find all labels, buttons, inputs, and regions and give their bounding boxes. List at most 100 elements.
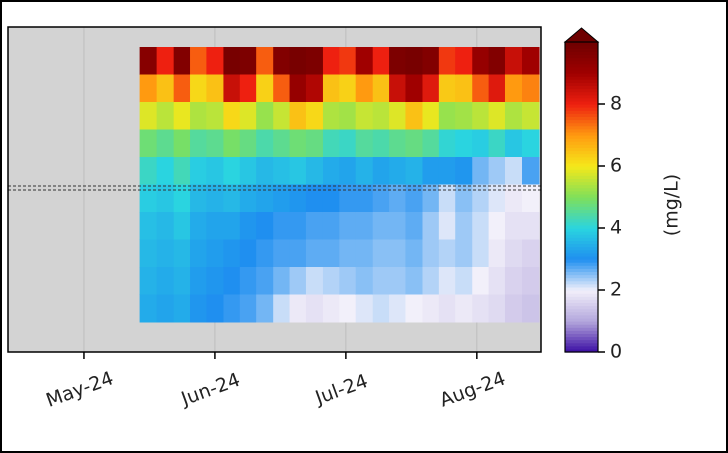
heatmap-cell	[322, 47, 340, 75]
heatmap-cell	[273, 212, 291, 240]
heatmap-cell	[173, 102, 191, 130]
colorbar-segment	[565, 66, 598, 71]
colorbar-segment	[565, 348, 598, 353]
heatmap-cell	[372, 47, 390, 75]
heatmap-cell	[472, 239, 490, 268]
heatmap-cell	[355, 74, 374, 103]
colorbar-segment	[565, 138, 598, 142]
heatmap-cell	[173, 47, 191, 75]
heatmap-cell	[472, 184, 490, 213]
heatmap-cell	[239, 47, 257, 75]
heatmap-cell	[405, 184, 423, 213]
heatmap-cell	[422, 74, 440, 103]
heatmap-cell	[472, 74, 490, 103]
heatmap-cell	[504, 267, 523, 295]
heatmap-cell	[190, 47, 207, 75]
heatmap-cell	[322, 129, 340, 158]
heatmap-cell	[488, 47, 506, 75]
heatmap-cell	[455, 239, 473, 268]
colorbar-segment	[565, 131, 598, 136]
colorbar-segment	[565, 259, 598, 263]
colorbar-segment	[565, 166, 598, 170]
heatmap-cell	[322, 74, 340, 103]
heatmap-cell	[206, 157, 224, 185]
heatmap-cell	[504, 47, 523, 75]
colorbar-segment	[565, 296, 598, 300]
colorbar-segment	[565, 324, 598, 328]
colorbar-segment	[565, 345, 598, 350]
heatmap-cell	[273, 267, 291, 295]
colorbar-segment	[565, 299, 598, 303]
heatmap-cell	[355, 239, 374, 268]
heatmap-cell	[522, 47, 540, 75]
heatmap-cell	[206, 294, 224, 323]
heatmap-cell	[190, 157, 207, 185]
heatmap-cell	[156, 184, 175, 213]
heatmap-cell	[488, 294, 506, 323]
heatmap-cell	[139, 47, 158, 75]
colorbar-segment	[565, 305, 598, 310]
heatmap-cell	[273, 157, 291, 185]
heatmap-cell	[139, 129, 158, 158]
heatmap-cell	[256, 129, 274, 158]
heatmap-cell	[389, 212, 406, 240]
heatmap-cell	[190, 294, 207, 323]
colorbar-segment	[565, 314, 598, 319]
heatmap-cell	[139, 212, 158, 240]
colorbar-segment	[565, 135, 598, 139]
heatmap-cell	[472, 129, 490, 158]
heatmap-cell	[322, 294, 340, 323]
colorbar-segment	[565, 85, 598, 90]
heatmap-cell	[289, 102, 307, 130]
heatmap-cell	[206, 267, 224, 295]
colorbar-segment	[565, 218, 598, 223]
heatmap-cell	[355, 157, 374, 185]
heatmap-cell	[206, 212, 224, 240]
heatmap-cell	[206, 74, 224, 103]
heatmap-cell	[455, 294, 473, 323]
heatmap-cell	[339, 184, 357, 213]
colorbar-segment	[565, 122, 598, 127]
heatmap-cell	[405, 47, 423, 75]
heatmap-cell	[488, 129, 506, 158]
heatmap-cell	[438, 212, 456, 240]
heatmap-cell	[355, 267, 374, 295]
heatmap-cell	[173, 74, 191, 103]
colorbar-segment	[565, 283, 598, 288]
heatmap-cell	[206, 47, 224, 75]
heatmap-cell	[372, 74, 390, 103]
colorbar-segment	[565, 237, 598, 241]
heatmap-cell	[405, 239, 423, 268]
colorbar-segment	[565, 209, 598, 214]
heatmap-cell	[223, 267, 241, 295]
colorbar-segment	[565, 342, 598, 347]
heatmap-cell	[488, 184, 506, 213]
heatmap-cell	[504, 102, 523, 130]
colorbar-segment	[565, 159, 598, 164]
heatmap-cell	[190, 239, 207, 268]
heatmap-cell	[488, 212, 506, 240]
heatmap-cell	[488, 102, 506, 130]
colorbar-segment	[565, 48, 598, 52]
heatmap-cell	[372, 267, 390, 295]
heatmap-cell	[223, 102, 241, 130]
heatmap-cell	[289, 157, 307, 185]
heatmap-cell	[239, 157, 257, 185]
heatmap-cell	[256, 294, 274, 323]
heatmap-cell	[156, 239, 175, 268]
colorbar-segment	[565, 79, 598, 83]
heatmap-cell	[339, 294, 357, 323]
heatmap-cell	[422, 294, 440, 323]
heatmap-cell	[389, 239, 406, 268]
colorbar-segment	[565, 100, 598, 105]
colorbar-segment	[565, 153, 598, 158]
heatmap-cell	[389, 267, 406, 295]
colorbar-segment	[565, 144, 598, 148]
heatmap-cell	[339, 129, 357, 158]
colorbar-segment	[565, 147, 598, 152]
heatmap-cell	[239, 74, 257, 103]
heatmap-cell	[256, 184, 274, 213]
heatmap-cell	[504, 129, 523, 158]
colorbar-segment	[565, 73, 598, 77]
colorbar-tick-label: 8	[610, 93, 622, 115]
